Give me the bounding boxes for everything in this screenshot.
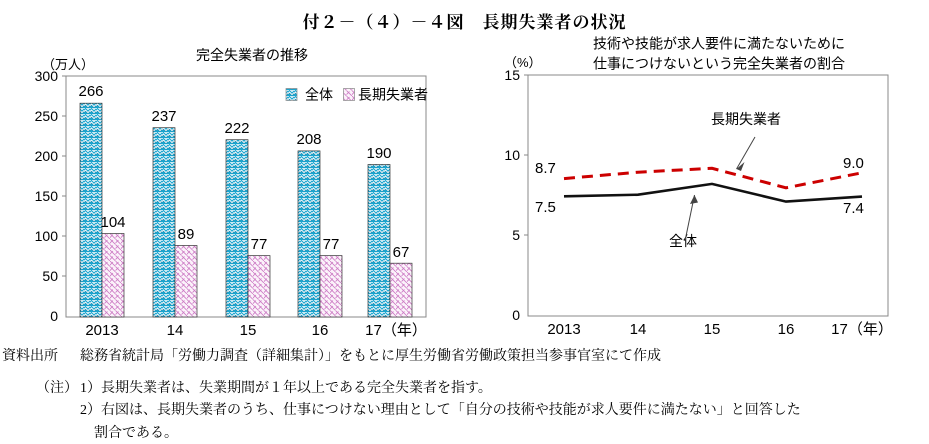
svg-text:全体: 全体 bbox=[305, 87, 333, 103]
svg-text:7.5: 7.5 bbox=[535, 199, 556, 216]
svg-text:15: 15 bbox=[240, 322, 257, 339]
svg-text:長期失業者: 長期失業者 bbox=[711, 111, 781, 127]
svg-text:250: 250 bbox=[35, 108, 59, 124]
svg-text:技術や技能が求人要件に満たないために: 技術や技能が求人要件に満たないために bbox=[593, 36, 845, 52]
svg-text:2013: 2013 bbox=[85, 322, 118, 339]
svg-text:（%）: （%） bbox=[504, 55, 542, 70]
svg-text:仕事につけないという完全失業者の割合: 仕事につけないという完全失業者の割合 bbox=[593, 56, 845, 72]
svg-text:0: 0 bbox=[50, 308, 58, 324]
svg-text:200: 200 bbox=[35, 148, 59, 164]
svg-text:208: 208 bbox=[296, 131, 321, 148]
svg-text:89: 89 bbox=[178, 226, 195, 243]
svg-text:67: 67 bbox=[393, 244, 410, 261]
svg-text:7.4: 7.4 bbox=[843, 200, 864, 217]
svg-text:222: 222 bbox=[224, 120, 249, 137]
svg-text:77: 77 bbox=[323, 236, 340, 253]
svg-text:8.7: 8.7 bbox=[535, 160, 556, 177]
svg-text:完全失業者の推移: 完全失業者の推移 bbox=[196, 47, 308, 63]
svg-text:16: 16 bbox=[312, 322, 329, 339]
svg-text:50: 50 bbox=[42, 268, 58, 284]
svg-text:17（年）: 17（年） bbox=[831, 321, 893, 338]
svg-text:長期失業者: 長期失業者 bbox=[358, 87, 428, 103]
svg-text:237: 237 bbox=[151, 108, 176, 125]
svg-text:15: 15 bbox=[704, 321, 721, 338]
svg-text:16: 16 bbox=[778, 321, 795, 338]
svg-text:10: 10 bbox=[504, 147, 520, 163]
svg-text:100: 100 bbox=[35, 228, 59, 244]
svg-text:全体: 全体 bbox=[669, 233, 697, 249]
svg-text:5: 5 bbox=[512, 227, 520, 243]
svg-text:104: 104 bbox=[100, 214, 125, 231]
svg-text:14: 14 bbox=[630, 321, 647, 338]
svg-text:9.0: 9.0 bbox=[843, 155, 864, 172]
svg-text:2013: 2013 bbox=[547, 321, 580, 338]
svg-text:77: 77 bbox=[251, 236, 268, 253]
svg-text:（万人）: （万人） bbox=[42, 57, 94, 72]
svg-text:150: 150 bbox=[35, 188, 59, 204]
svg-text:266: 266 bbox=[78, 83, 103, 100]
svg-text:0: 0 bbox=[512, 307, 520, 323]
svg-text:190: 190 bbox=[366, 145, 391, 162]
svg-text:14: 14 bbox=[167, 322, 184, 339]
svg-text:17（年）: 17（年） bbox=[365, 322, 427, 339]
